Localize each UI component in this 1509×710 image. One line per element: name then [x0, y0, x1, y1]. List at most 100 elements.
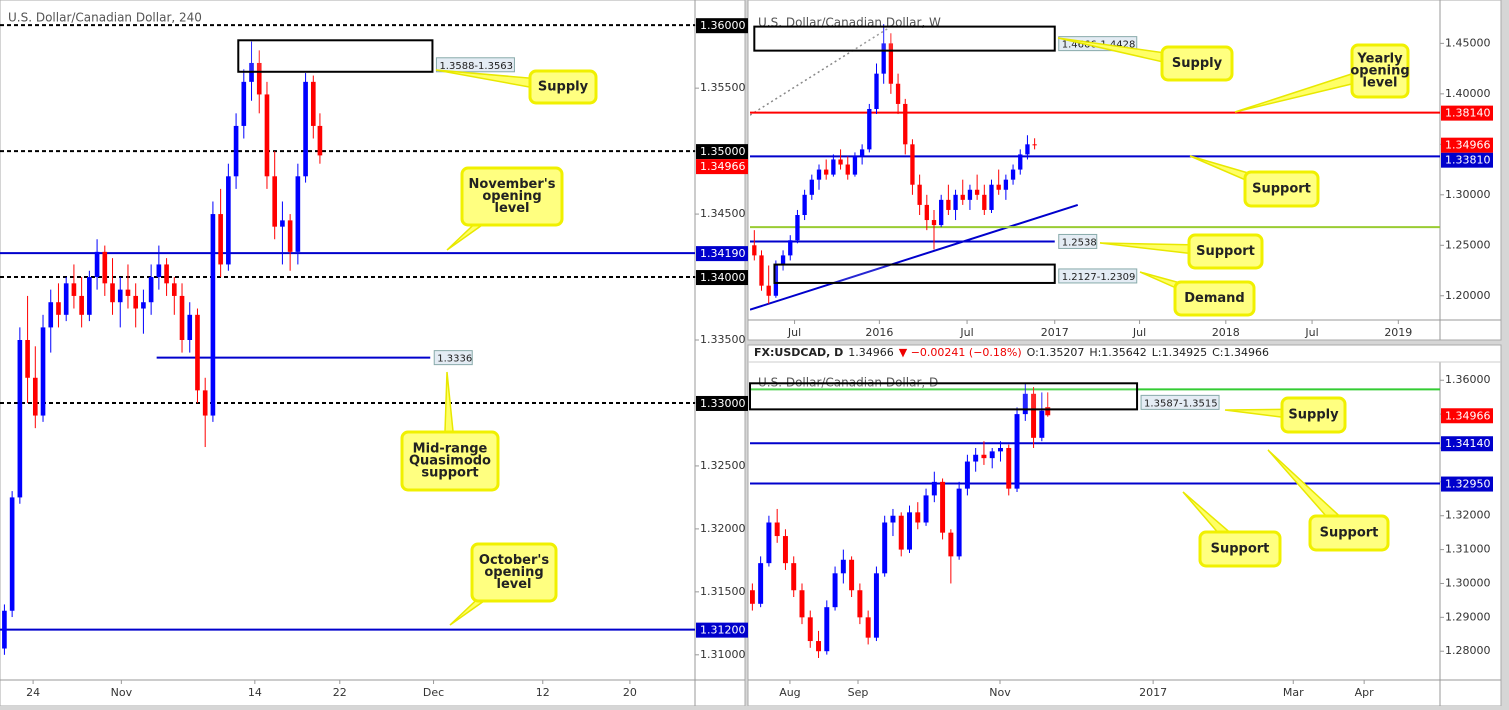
candle-body: [967, 189, 973, 200]
x-tick-label: Aug: [779, 686, 800, 699]
symbol-header: FX:USDCAD, D 1.34966 ▼ −0.00241 (−0.18%) O:…: [754, 346, 1269, 359]
candle-body: [164, 264, 169, 284]
candle-body: [63, 283, 69, 315]
x-tick-label: Jul: [1304, 326, 1318, 339]
candle-body: [859, 149, 865, 157]
callout-text: Yearly: [1356, 52, 1403, 67]
callout-box: [1243, 170, 1320, 208]
candle-body: [218, 214, 223, 265]
y-tick-label: 1.32500: [700, 459, 746, 472]
axis-badge: [1441, 408, 1493, 424]
y-tick-label: 1.33500: [700, 333, 746, 346]
axis-badge: [1441, 137, 1493, 153]
axis-badge: [696, 144, 748, 160]
y-tick-label: 1.31000: [1445, 543, 1491, 556]
candle-body: [210, 214, 216, 416]
candle-body: [831, 159, 836, 175]
callout-text: level: [494, 201, 529, 216]
y-tick-label: 1.25000: [1445, 238, 1491, 251]
callout-text: level: [1362, 76, 1397, 91]
x-tick-label: Jul: [1132, 326, 1146, 339]
candle-body: [917, 184, 922, 205]
candle-body: [852, 156, 858, 175]
candle-body: [317, 125, 323, 156]
plot-area: U.S. Dollar/Canadian Dollar, 240: [0, 11, 695, 655]
candle-body: [117, 289, 123, 303]
axis-badge: [1441, 436, 1493, 452]
candle-body: [788, 240, 793, 256]
candle-body: [802, 194, 807, 215]
candle-body: [939, 199, 944, 226]
axis-badge: [696, 270, 748, 286]
candle-body: [94, 251, 100, 278]
axis-badge: [696, 395, 748, 411]
candle-body: [849, 559, 855, 591]
candle-body: [873, 573, 879, 638]
candle-body: [25, 340, 30, 378]
candle-body: [48, 302, 54, 328]
y-tick-label: 1.34500: [700, 207, 746, 220]
level-badge-label: 1.3336: [437, 354, 472, 365]
candle-body: [1010, 169, 1016, 180]
candle-body: [973, 454, 979, 462]
level-badge: [433, 350, 473, 366]
candle-body: [907, 512, 912, 550]
candle-body: [56, 302, 61, 315]
candle-body: [1003, 179, 1009, 190]
candle-body: [780, 255, 786, 266]
candle-body: [816, 641, 822, 652]
candle-body: [964, 461, 970, 489]
callout-box: [1350, 43, 1410, 99]
candle-body: [195, 314, 200, 391]
candle-body: [303, 81, 308, 177]
candle-body: [32, 377, 38, 416]
zone-badge-label: 1.3587-1.3515: [1144, 398, 1218, 409]
callout-text: Support: [1320, 526, 1379, 541]
candle-body: [202, 390, 208, 416]
callout-text: October's: [479, 553, 549, 568]
candle-body: [1032, 144, 1037, 146]
y-tick-label: 1.32000: [700, 522, 746, 535]
callout-box: [1308, 514, 1390, 552]
candle-body: [758, 563, 764, 604]
candle-body: [187, 314, 193, 340]
y-tick-label: 1.30000: [1445, 188, 1491, 201]
candle-body: [295, 176, 301, 252]
axis-badge-label: 1.35000: [700, 145, 746, 158]
candle-body: [241, 81, 247, 126]
header-item: ▼ −0.00241 (−0.18%): [899, 346, 1022, 359]
callout-box: [1173, 280, 1256, 317]
axis-badge-label: 1.34000: [700, 271, 746, 284]
candle-body: [840, 559, 846, 574]
candle-body: [923, 495, 929, 523]
y-tick-label: 1.31000: [700, 648, 746, 661]
candle-body: [71, 283, 77, 296]
x-tick-label: 12: [536, 686, 550, 699]
zone-badge: [435, 57, 515, 73]
candle-body: [874, 73, 879, 109]
candle-body: [752, 245, 757, 256]
candle-body: [774, 522, 780, 537]
candle-body: [280, 220, 285, 227]
candle-body: [1022, 393, 1028, 415]
x-tick-label: 2017: [1139, 686, 1167, 699]
supply-demand-zone: [773, 263, 1056, 284]
candle-body: [179, 295, 185, 340]
axis-badge-label: 1.34966: [1445, 409, 1491, 422]
candle-body: [953, 194, 958, 210]
candle-body: [807, 617, 813, 642]
candle-body: [1039, 410, 1045, 438]
axis-badge-label: 1.34190: [700, 247, 746, 260]
callout-text: Support: [1252, 182, 1311, 197]
candle-body: [171, 283, 177, 296]
callout-text: Mid-range: [413, 442, 488, 457]
candle-body: [141, 302, 146, 309]
callout-box: [470, 542, 558, 603]
candle-body: [233, 125, 239, 177]
candle-body: [865, 617, 871, 638]
callout-box: [460, 166, 564, 227]
x-tick-label: Nov: [989, 686, 1011, 699]
axis-badge: [696, 246, 748, 262]
